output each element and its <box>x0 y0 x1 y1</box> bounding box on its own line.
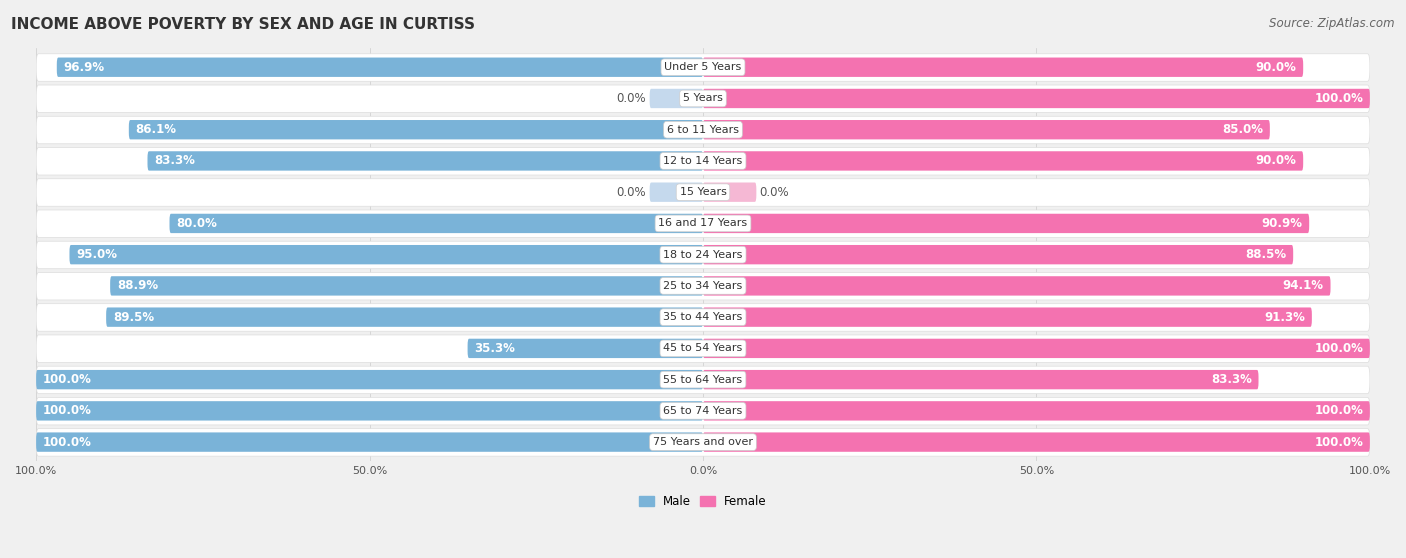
FancyBboxPatch shape <box>650 89 703 108</box>
FancyBboxPatch shape <box>37 304 1369 331</box>
FancyBboxPatch shape <box>69 245 703 264</box>
Text: 80.0%: 80.0% <box>176 217 217 230</box>
FancyBboxPatch shape <box>37 335 1369 363</box>
Legend: Male, Female: Male, Female <box>634 490 772 513</box>
FancyBboxPatch shape <box>37 397 1369 425</box>
Text: 0.0%: 0.0% <box>617 92 647 105</box>
FancyBboxPatch shape <box>650 182 703 202</box>
Text: 85.0%: 85.0% <box>1222 123 1263 136</box>
Text: 100.0%: 100.0% <box>1315 436 1364 449</box>
Text: 100.0%: 100.0% <box>42 373 91 386</box>
Text: 25 to 34 Years: 25 to 34 Years <box>664 281 742 291</box>
Text: 90.0%: 90.0% <box>1256 61 1296 74</box>
FancyBboxPatch shape <box>703 307 1312 327</box>
Text: 0.0%: 0.0% <box>617 186 647 199</box>
Text: 90.0%: 90.0% <box>1256 155 1296 167</box>
Text: 95.0%: 95.0% <box>76 248 117 261</box>
FancyBboxPatch shape <box>148 151 703 171</box>
FancyBboxPatch shape <box>56 57 703 77</box>
FancyBboxPatch shape <box>37 179 1369 206</box>
Text: 75 Years and over: 75 Years and over <box>652 437 754 447</box>
FancyBboxPatch shape <box>703 120 1270 140</box>
FancyBboxPatch shape <box>110 276 703 296</box>
Text: 55 to 64 Years: 55 to 64 Years <box>664 374 742 384</box>
Text: 100.0%: 100.0% <box>1315 405 1364 417</box>
FancyBboxPatch shape <box>703 151 1303 171</box>
Text: 90.9%: 90.9% <box>1261 217 1302 230</box>
FancyBboxPatch shape <box>37 429 1369 456</box>
Text: 91.3%: 91.3% <box>1264 311 1305 324</box>
FancyBboxPatch shape <box>703 57 1303 77</box>
Text: 100.0%: 100.0% <box>42 436 91 449</box>
FancyBboxPatch shape <box>37 366 1369 394</box>
Text: 35.3%: 35.3% <box>474 342 515 355</box>
Text: Source: ZipAtlas.com: Source: ZipAtlas.com <box>1270 17 1395 30</box>
Text: 5 Years: 5 Years <box>683 93 723 103</box>
FancyBboxPatch shape <box>170 214 703 233</box>
Text: 18 to 24 Years: 18 to 24 Years <box>664 249 742 259</box>
Text: 83.3%: 83.3% <box>1211 373 1251 386</box>
Text: 35 to 44 Years: 35 to 44 Years <box>664 312 742 322</box>
Text: 86.1%: 86.1% <box>135 123 177 136</box>
Text: 12 to 14 Years: 12 to 14 Years <box>664 156 742 166</box>
Text: 96.9%: 96.9% <box>63 61 104 74</box>
FancyBboxPatch shape <box>703 370 1258 389</box>
FancyBboxPatch shape <box>37 210 1369 238</box>
Text: 88.9%: 88.9% <box>117 280 157 292</box>
Text: Under 5 Years: Under 5 Years <box>665 62 741 72</box>
Text: 94.1%: 94.1% <box>1282 280 1324 292</box>
FancyBboxPatch shape <box>37 401 703 421</box>
FancyBboxPatch shape <box>37 370 703 389</box>
FancyBboxPatch shape <box>37 54 1369 81</box>
FancyBboxPatch shape <box>37 241 1369 269</box>
FancyBboxPatch shape <box>703 339 1369 358</box>
Text: 6 to 11 Years: 6 to 11 Years <box>666 124 740 134</box>
Text: 65 to 74 Years: 65 to 74 Years <box>664 406 742 416</box>
FancyBboxPatch shape <box>703 245 1294 264</box>
Text: 88.5%: 88.5% <box>1246 248 1286 261</box>
FancyBboxPatch shape <box>703 214 1309 233</box>
Text: 15 Years: 15 Years <box>679 187 727 197</box>
Text: INCOME ABOVE POVERTY BY SEX AND AGE IN CURTISS: INCOME ABOVE POVERTY BY SEX AND AGE IN C… <box>11 17 475 32</box>
FancyBboxPatch shape <box>703 432 1369 452</box>
Text: 0.0%: 0.0% <box>759 186 789 199</box>
FancyBboxPatch shape <box>703 89 1369 108</box>
FancyBboxPatch shape <box>703 276 1330 296</box>
Text: 83.3%: 83.3% <box>155 155 195 167</box>
FancyBboxPatch shape <box>37 147 1369 175</box>
FancyBboxPatch shape <box>37 432 703 452</box>
FancyBboxPatch shape <box>105 307 703 327</box>
Text: 100.0%: 100.0% <box>42 405 91 417</box>
FancyBboxPatch shape <box>129 120 703 140</box>
FancyBboxPatch shape <box>703 401 1369 421</box>
Text: 45 to 54 Years: 45 to 54 Years <box>664 343 742 353</box>
Text: 100.0%: 100.0% <box>1315 342 1364 355</box>
FancyBboxPatch shape <box>468 339 703 358</box>
Text: 89.5%: 89.5% <box>112 311 153 324</box>
FancyBboxPatch shape <box>37 116 1369 144</box>
FancyBboxPatch shape <box>703 182 756 202</box>
Text: 100.0%: 100.0% <box>1315 92 1364 105</box>
FancyBboxPatch shape <box>37 85 1369 113</box>
Text: 16 and 17 Years: 16 and 17 Years <box>658 218 748 228</box>
FancyBboxPatch shape <box>37 272 1369 300</box>
